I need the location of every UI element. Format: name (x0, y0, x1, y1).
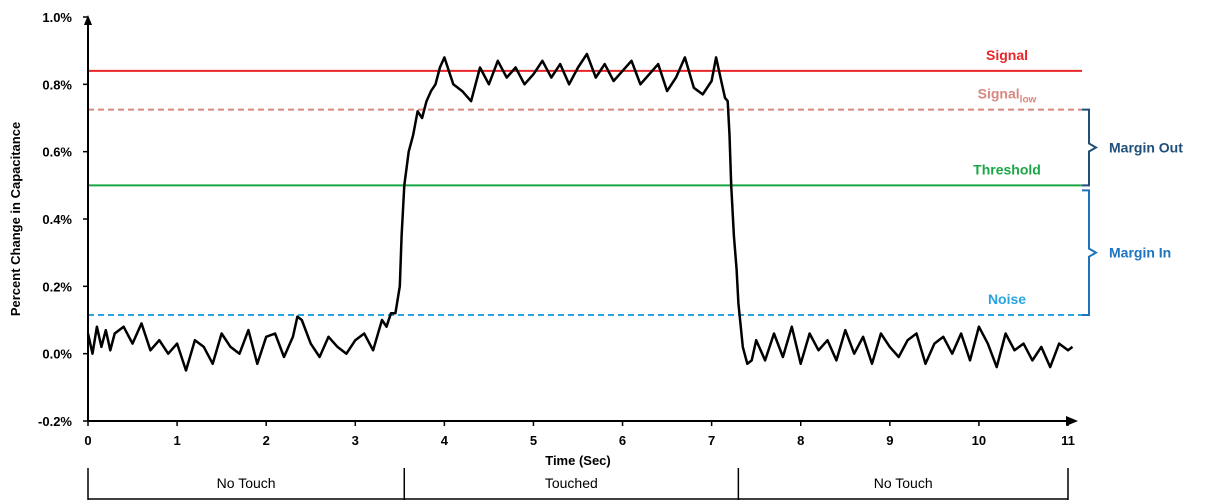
margin-out-label: Margin Out (1109, 139, 1183, 155)
signal-label-text: Signal (986, 47, 1028, 63)
threshold-label: Threshold (973, 161, 1041, 177)
y-tick-label: 0.6% (42, 145, 72, 160)
x-tick-label: 4 (441, 433, 449, 448)
brackets: Margin Out Margin In (1082, 108, 1183, 316)
phase-bar: No Touch Touched No Touch (87, 468, 1069, 500)
signal_low-label-subscript: low (1020, 95, 1037, 106)
series-line (86, 52, 1074, 372)
y-tick-label: 0.0% (42, 347, 72, 362)
x-tick-label: 10 (972, 433, 986, 448)
y-tick-label: 0.2% (42, 279, 72, 294)
margin-in-bracket (1082, 189, 1099, 316)
x-tick-label: 5 (530, 433, 537, 448)
signal-label: Signal (986, 47, 1028, 63)
y-tick-label: 0.4% (42, 212, 72, 227)
x-tick-label: 0 (84, 433, 91, 448)
x-tick-label: 8 (797, 433, 804, 448)
x-tick-label: 2 (263, 433, 270, 448)
x-tick-label: 7 (708, 433, 715, 448)
x-tick-label: 11 (1061, 433, 1075, 448)
y-tick-label: -0.2% (38, 414, 72, 429)
phase-label: Touched (545, 475, 598, 491)
x-tick-label: 6 (619, 433, 626, 448)
noise-label: Noise (988, 291, 1026, 307)
margin-in-label: Margin In (1109, 245, 1171, 261)
y-axis-title: Percent Change in Capacitance (8, 122, 23, 316)
signal_low-label-text: Signal (978, 86, 1020, 102)
phase-label: No Touch (874, 475, 933, 491)
x-axis-arrow (1066, 416, 1078, 426)
x-axis-title: Time (Sec) (545, 453, 611, 468)
y-tick-label: 1.0% (42, 10, 72, 25)
axes: -0.2% 0.0% 0.2% 0.4% 0.6% 0.8% 1.0% 0 1 2 3 4 5 6 7 8 9 1… (38, 10, 1078, 448)
signal_low-label: Signallow (978, 86, 1037, 106)
margin-out-bracket (1082, 108, 1099, 187)
phase-label: No Touch (217, 475, 276, 491)
y-axis-arrow (84, 15, 92, 25)
threshold-label-text: Threshold (973, 161, 1041, 177)
series-layer (86, 52, 1074, 372)
x-tick-label: 3 (352, 433, 359, 448)
x-tick-label: 1 (173, 433, 180, 448)
x-tick-label: 9 (886, 433, 893, 448)
noise-label-text: Noise (988, 291, 1026, 307)
y-tick-label: 0.8% (42, 77, 72, 92)
